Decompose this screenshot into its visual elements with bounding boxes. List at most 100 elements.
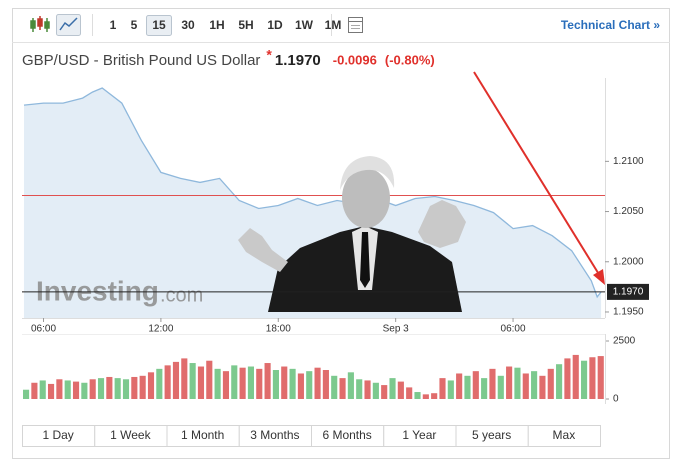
range-label[interactable]: 5 years (472, 428, 511, 442)
volume-bar (264, 363, 271, 399)
volume-bar (581, 360, 588, 399)
price-line (23, 87, 602, 299)
y-tick-label: 1.1950 (613, 307, 644, 318)
range-label[interactable]: 6 Months (322, 428, 371, 442)
x-tick-label: Sep 3 (383, 324, 410, 335)
candle-icon[interactable] (30, 16, 50, 32)
volume-bar (81, 382, 88, 399)
settings-icon[interactable] (348, 17, 363, 33)
volume-bar (464, 375, 471, 399)
change: -0.0096 (333, 52, 377, 67)
volume-bar (222, 371, 230, 399)
price-chart: 1.1950 1.2000 1.2050 1.2100 06:00 12:00 18:00 S… (22, 71, 649, 335)
volume-bar (322, 370, 329, 399)
interval-button[interactable]: 1H (209, 18, 224, 32)
volume-bar (23, 389, 30, 399)
range-label[interactable]: Max (553, 428, 576, 442)
x-tick-label: 18:00 (266, 324, 291, 335)
volume-bar (156, 368, 163, 399)
volume-bar (547, 368, 554, 399)
title: GBP/USD - British Pound US Dollar (22, 52, 260, 69)
volume-bar (147, 372, 155, 399)
x-tick-label: 06:00 (501, 324, 526, 335)
annotation-arrow (473, 71, 601, 277)
line-icon (59, 17, 78, 31)
volume-bar (139, 375, 146, 399)
volume-bar (356, 379, 363, 399)
volume-bar (247, 366, 254, 399)
range-bar: 1 Day 1 Week 1 Month 3 Months 6 Months 1 Year… (22, 425, 601, 447)
volume-bar (281, 366, 288, 399)
volume-bar (572, 354, 579, 399)
volume-bar (56, 379, 63, 399)
interval-button[interactable]: 15 (152, 18, 166, 32)
volume-bar (131, 376, 138, 399)
y-tick-label: 1.2000 (613, 256, 644, 267)
volume-bar (456, 373, 463, 399)
range-label[interactable]: 1 Week (110, 428, 151, 442)
interval-button[interactable]: 30 (181, 18, 195, 32)
photo-head (342, 168, 390, 228)
last-price-label: 1.1970 (613, 287, 644, 298)
volume-bar (89, 379, 96, 399)
volume-bar (597, 356, 604, 399)
interval-button[interactable]: 5H (238, 18, 253, 32)
volume-bar (272, 370, 279, 399)
volume-bar (314, 367, 321, 399)
range-button[interactable] (527, 425, 601, 447)
volume-bar (164, 365, 171, 399)
volume-bar (414, 392, 421, 399)
range-label[interactable]: 3 Months (250, 428, 299, 442)
technical-chart-link[interactable]: Technical Chart » (561, 18, 660, 32)
interval-button[interactable]: 1M (325, 18, 342, 32)
volume-bar (381, 385, 388, 399)
last-price-tag (607, 283, 649, 300)
volume-bar (31, 382, 38, 399)
photo (238, 156, 466, 312)
volume-bar (531, 371, 538, 399)
volume-bar (514, 367, 521, 399)
volume-bar (331, 375, 338, 399)
volume-bar (72, 381, 80, 399)
volume-bar (239, 367, 246, 399)
volume-bar (289, 368, 296, 399)
photo-hand-left (238, 228, 288, 272)
volume-bar (256, 368, 263, 399)
volume-bar (339, 378, 346, 399)
volume-bar (406, 387, 413, 399)
y-tick-label: 2500 (613, 336, 636, 347)
volume-bar (181, 358, 188, 399)
volume-bar (214, 368, 221, 399)
range-label[interactable]: 1 Day (42, 428, 73, 442)
interval-button[interactable]: 1 (110, 18, 117, 32)
volume-bar (589, 357, 596, 399)
volume-bar (39, 380, 46, 399)
marker: * (266, 47, 272, 63)
volume-chart: 0 2500 (22, 334, 636, 405)
range-label[interactable]: 1 Month (181, 428, 224, 442)
volume-bar (47, 383, 55, 399)
price: 1.1970 (275, 52, 321, 69)
interval-button[interactable]: 5 (131, 18, 138, 32)
volume-bar (64, 380, 71, 399)
volume-bar (231, 365, 238, 399)
interval-selected (146, 15, 172, 36)
volume-bar (114, 378, 121, 399)
volume-bar (564, 358, 571, 399)
volume-bar (539, 375, 546, 399)
watermark-suffix: .com (160, 284, 203, 306)
volume-bar (447, 380, 454, 399)
volume-bar (306, 371, 313, 399)
volume-bar (197, 366, 205, 399)
volume-bar (372, 382, 379, 399)
volume-bar (556, 364, 563, 399)
interval-button[interactable]: 1D (267, 18, 283, 32)
volume-bar (389, 378, 396, 399)
volume-bar (297, 373, 304, 399)
volume-bar (497, 375, 504, 399)
interval-button[interactable]: 1W (295, 18, 314, 32)
annotation-arrowhead (593, 269, 605, 285)
range-label[interactable]: 1 Year (402, 428, 436, 442)
volume-bar (481, 378, 488, 399)
